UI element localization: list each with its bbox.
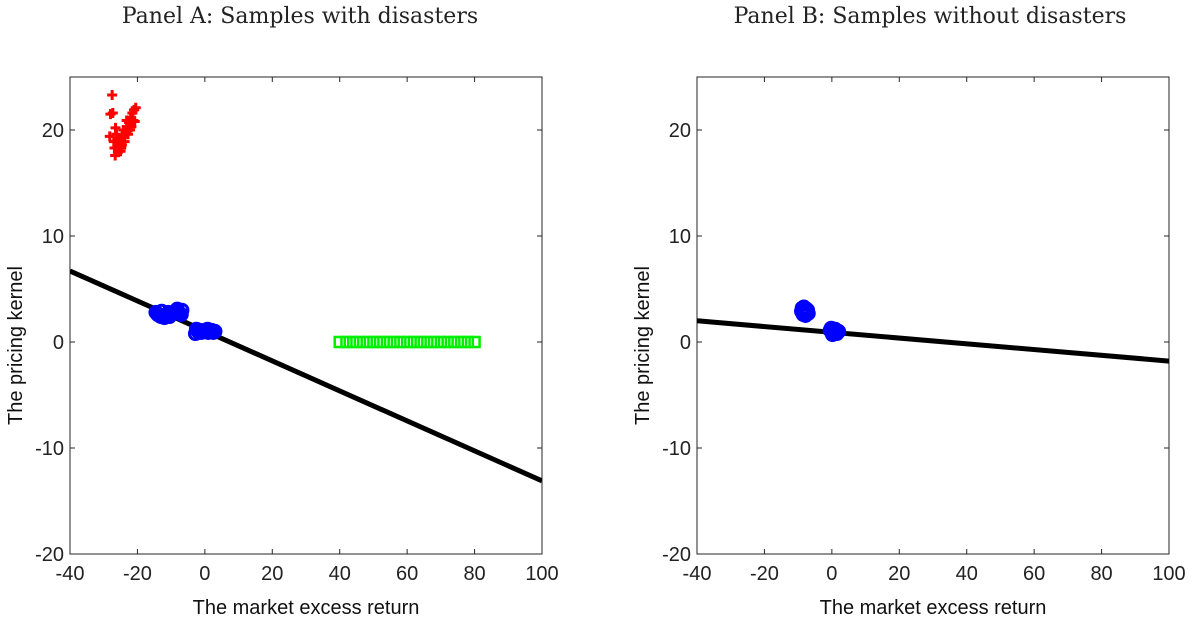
panel-a-point-blue-circle [160, 304, 176, 320]
panel-a-point-red-plus [125, 125, 136, 135]
panel-b-ytick-label: 20 [669, 120, 691, 142]
panel-a-xtick-label: 20 [261, 563, 283, 585]
panel-a-point-green-square [454, 335, 468, 349]
panel-b-ytick-label: -20 [662, 544, 691, 566]
panel-a-point-green-square [394, 335, 407, 349]
panel-a-ytick-label: 10 [42, 226, 64, 248]
panel-a-xtick-label: 60 [396, 563, 418, 585]
panel-a-point-red-plus [128, 115, 139, 126]
panel-a-point-green-square [414, 335, 427, 349]
panel-a-xtick-label: 80 [463, 563, 485, 585]
panel-a-xtick-label: -40 [56, 563, 85, 585]
panel-a-point-blue-circle [154, 303, 170, 319]
panel-b-point-blue-circle [796, 299, 812, 315]
panel-a-point-blue-circle [200, 321, 216, 337]
panel-a-xtick-label: 0 [199, 563, 210, 585]
panel-a-xtick-label: -20 [123, 563, 152, 585]
panel-a-ytick-label: -10 [35, 438, 64, 460]
panel-a-point-green-square [353, 335, 367, 349]
panel-a-title: Panel A: Samples with disasters [121, 4, 479, 29]
panel-a-point-red-plus [104, 131, 115, 142]
panel-a-point-green-square [407, 335, 421, 349]
panel-a-point-green-square [373, 335, 387, 349]
panel-a-fit-line [70, 268, 542, 484]
panel-a-point-red-plus [117, 130, 128, 141]
panel-a-point-green-square [360, 335, 373, 349]
panel-a-point-green-square [400, 335, 414, 349]
panel-a-point-green-square [461, 335, 475, 349]
panel-a-plot-area [70, 90, 542, 484]
panel-b-xtick-label: 80 [1090, 563, 1112, 585]
panel-b-xtick-label: 20 [888, 563, 910, 585]
panel-b-axes-box [696, 76, 1170, 555]
panel-a-xlabel: The market excess return [193, 597, 420, 619]
panel-b-plot-area [697, 299, 1169, 364]
panel-a-point-red-plus [107, 90, 118, 101]
panel-a-point-green-square [340, 335, 353, 349]
panel-a-xtick-label: 100 [525, 563, 558, 585]
panel-b-ytick-label: -10 [662, 438, 691, 460]
panel-b-xtick-label: 60 [1023, 563, 1045, 585]
panel-b-point-blue-circle [823, 320, 839, 336]
panel-b-xlabel: The market excess return [820, 597, 1047, 619]
panel-a-axes-box [69, 76, 543, 555]
panel-b-ytick-label: 0 [680, 332, 691, 354]
panel-a-point-red-plus [107, 108, 118, 119]
panel-a-point-green-square [427, 335, 441, 349]
panel-a-point-red-plus [113, 136, 124, 147]
panel-a-point-green-square [367, 335, 380, 349]
panel-a-point-green-square [441, 335, 454, 349]
panel-a-point-green-square [346, 335, 360, 349]
panel-b-ytick-label: 10 [669, 226, 691, 248]
panel-a-point-blue-circle [207, 323, 223, 339]
panel-a-ytick-label: -20 [35, 544, 64, 566]
panel-a-ylabel: The pricing kernel [5, 266, 27, 425]
panel-b-xtick-label: 100 [1152, 563, 1185, 585]
panel-a-point-green-square [387, 335, 400, 349]
panel-b-ylabel: The pricing kernel [632, 266, 654, 425]
panel-a-point-green-square [448, 335, 461, 349]
panel-a-xtick-label: 40 [329, 563, 351, 585]
panel-a-point-red-plus [130, 102, 141, 113]
panel-b-fit-line [697, 318, 1169, 364]
panel-a-point-green-square [421, 335, 434, 349]
panel-b-xtick-label: -20 [750, 563, 779, 585]
panel-b-xtick-label: -40 [683, 563, 712, 585]
panel-a-point-red-plus [110, 150, 121, 161]
panel-b-title: Panel B: Samples without disasters [733, 4, 1127, 29]
panel-a-point-green-square [468, 335, 481, 349]
panel-a-point-green-square [333, 335, 346, 349]
panel-a-point-red-plus [116, 143, 127, 154]
panel-a-ytick-label: 0 [53, 332, 64, 354]
panel-b-xtick-label: 0 [826, 563, 837, 585]
panel-a-point-green-square [380, 335, 394, 349]
panel-a-point-blue-circle [169, 301, 185, 317]
panel-b-xtick-label: 40 [956, 563, 978, 585]
panel-a-point-green-square [434, 335, 448, 349]
panel-a-ytick-label: 20 [42, 120, 64, 142]
